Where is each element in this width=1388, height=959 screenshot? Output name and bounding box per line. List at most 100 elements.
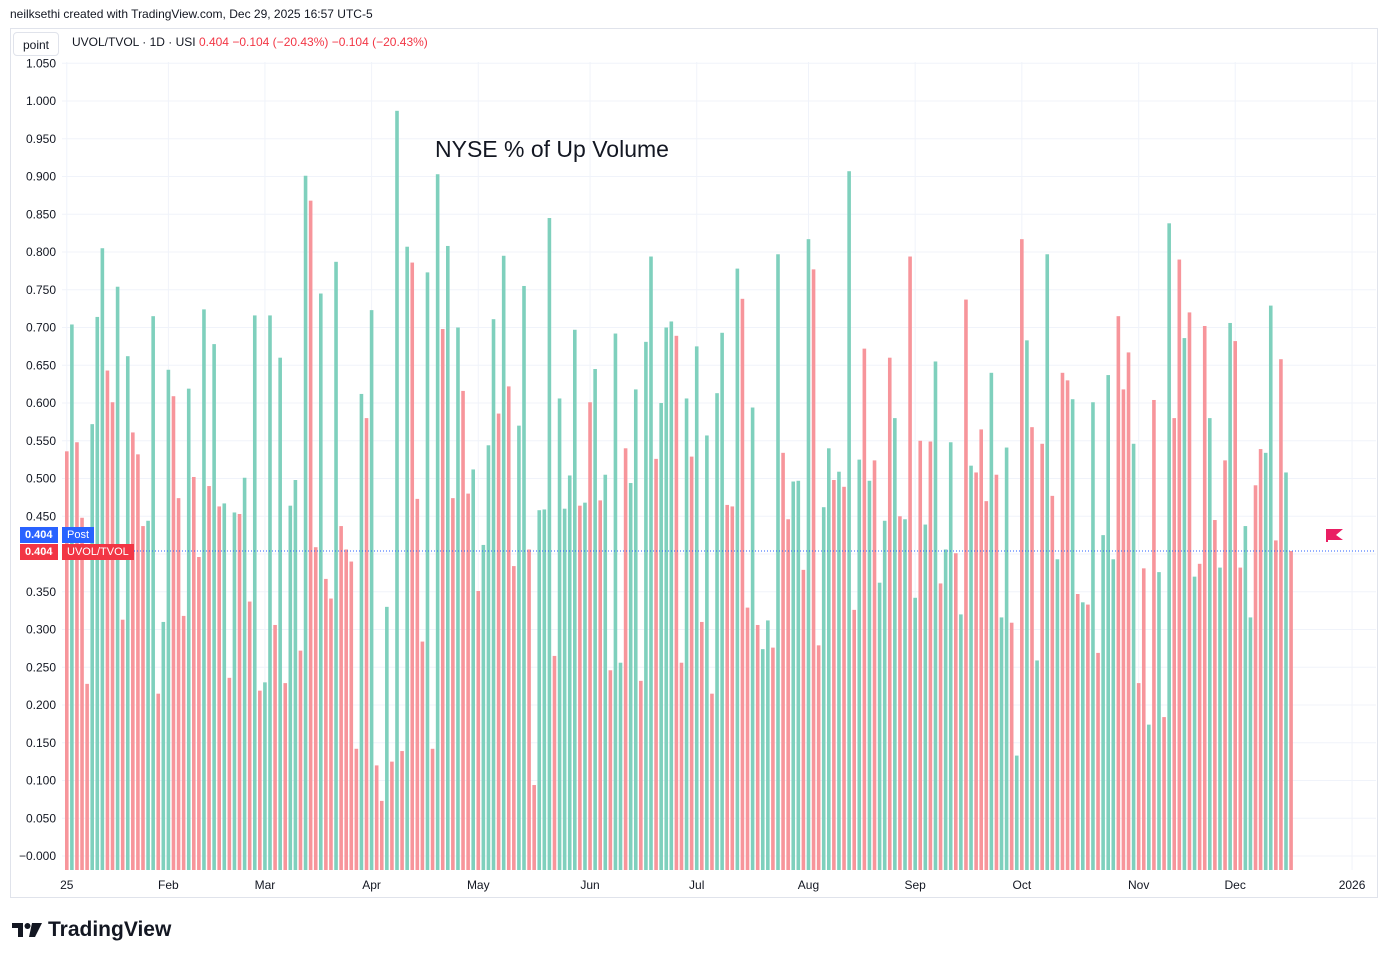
chart-bar[interactable]	[730, 506, 735, 870]
chart-bar[interactable]	[446, 245, 450, 870]
chart-bar[interactable]	[1136, 683, 1141, 870]
chart-bar[interactable]	[1268, 305, 1273, 871]
chart-bar[interactable]	[400, 751, 404, 870]
chart-bar[interactable]	[816, 645, 821, 870]
chart-bar[interactable]	[410, 262, 415, 870]
chart-bar[interactable]	[506, 386, 511, 870]
chart-bar[interactable]	[75, 442, 79, 870]
chart-bar[interactable]	[522, 285, 526, 871]
chart-bar[interactable]	[1111, 559, 1116, 870]
chart-bar[interactable]	[197, 557, 201, 870]
chart-bar[interactable]	[679, 662, 684, 870]
chart-bar[interactable]	[644, 341, 648, 871]
chart-bar[interactable]	[354, 748, 359, 870]
chart-bar[interactable]	[1202, 325, 1207, 870]
chart-bar[interactable]	[913, 597, 917, 870]
chart-bar[interactable]	[501, 255, 506, 870]
chart-bar[interactable]	[608, 670, 613, 870]
chart-bar[interactable]	[766, 620, 770, 870]
chart-bar[interactable]	[141, 526, 145, 870]
chart-bar[interactable]	[90, 424, 94, 870]
chart-bar[interactable]	[227, 677, 232, 870]
chart-bar[interactable]	[1147, 724, 1151, 870]
chart-bar[interactable]	[633, 389, 638, 870]
chart-bar[interactable]	[273, 624, 277, 870]
chart-bar[interactable]	[689, 456, 694, 870]
chart-bar[interactable]	[466, 493, 470, 870]
chart-bar[interactable]	[1289, 550, 1293, 870]
chart-bar[interactable]	[1131, 443, 1136, 870]
chart-bar[interactable]	[258, 690, 262, 870]
chart-bar[interactable]	[451, 498, 455, 870]
chart-bar[interactable]	[232, 512, 237, 870]
chart-bar[interactable]	[1157, 572, 1161, 870]
chart-bar[interactable]	[694, 346, 699, 870]
chart-bar[interactable]	[207, 486, 211, 870]
chart-bar[interactable]	[1197, 563, 1202, 870]
chart-bar[interactable]	[379, 800, 384, 870]
chart-bar[interactable]	[725, 504, 729, 870]
chart-bar[interactable]	[684, 398, 689, 870]
chart-bar[interactable]	[852, 609, 856, 870]
chart-bar[interactable]	[827, 448, 831, 870]
chart-bar[interactable]	[750, 407, 755, 870]
chart-bar[interactable]	[263, 682, 267, 870]
chart-bar[interactable]	[80, 517, 84, 870]
chart-bar[interactable]	[517, 425, 521, 870]
chart-bar[interactable]	[65, 451, 69, 870]
chart-bar[interactable]	[192, 476, 196, 870]
chart-bar[interactable]	[293, 480, 298, 870]
chart-bar[interactable]	[1263, 452, 1268, 870]
chart-bar[interactable]	[933, 361, 938, 870]
chart-bar[interactable]	[1172, 418, 1177, 870]
chart-bar[interactable]	[298, 650, 303, 870]
chart-bar[interactable]	[979, 429, 983, 870]
chart-bar[interactable]	[1258, 449, 1263, 870]
chart-bar[interactable]	[288, 505, 293, 870]
chart-bar[interactable]	[964, 299, 968, 870]
chart-bar[interactable]	[1162, 717, 1166, 870]
chart-bar[interactable]	[943, 549, 948, 870]
chart-bar[interactable]	[1030, 427, 1034, 870]
chart-bar[interactable]	[120, 619, 125, 870]
chart-bar[interactable]	[440, 329, 445, 870]
chart-bar[interactable]	[771, 647, 775, 870]
chart-bar[interactable]	[136, 454, 140, 870]
chart-bar[interactable]	[760, 649, 765, 870]
chart-bar[interactable]	[1101, 535, 1105, 870]
chart-bar[interactable]	[567, 475, 572, 870]
chart-bar[interactable]	[588, 402, 592, 870]
chart-bar[interactable]	[999, 617, 1004, 870]
chart-bar[interactable]	[1223, 460, 1227, 870]
chart-bar[interactable]	[1035, 660, 1039, 870]
chart-bar[interactable]	[959, 614, 963, 870]
chart-bar[interactable]	[110, 402, 115, 870]
chart-bar[interactable]	[1243, 526, 1248, 870]
chart-bar[interactable]	[115, 286, 120, 871]
chart-bar[interactable]	[1228, 322, 1232, 871]
chart-bar[interactable]	[954, 553, 958, 870]
chart-bar[interactable]	[669, 321, 674, 871]
chart-bar[interactable]	[532, 785, 536, 870]
chart-bar[interactable]	[146, 520, 150, 870]
chart-bar[interactable]	[252, 315, 257, 870]
chart-bar[interactable]	[131, 432, 135, 870]
chart-bar[interactable]	[85, 683, 89, 870]
chart-bar[interactable]	[1274, 540, 1278, 870]
chart-bar[interactable]	[344, 549, 348, 870]
chart-bar[interactable]	[268, 315, 272, 870]
chart-bar[interactable]	[171, 396, 176, 870]
chart-bar[interactable]	[125, 356, 130, 870]
chart-bar[interactable]	[415, 498, 420, 870]
chart-bar[interactable]	[796, 480, 801, 870]
chart-bar[interactable]	[583, 502, 587, 870]
chart-bar[interactable]	[1096, 652, 1100, 870]
chart-bar[interactable]	[618, 662, 623, 870]
chart-bar[interactable]	[461, 390, 465, 870]
chart-bar[interactable]	[308, 200, 313, 870]
chart-bar[interactable]	[242, 477, 247, 870]
chart-bar[interactable]	[1208, 418, 1212, 870]
chart-bar[interactable]	[700, 621, 704, 870]
chart-bar[interactable]	[1177, 259, 1182, 870]
chart-bar[interactable]	[364, 418, 369, 870]
